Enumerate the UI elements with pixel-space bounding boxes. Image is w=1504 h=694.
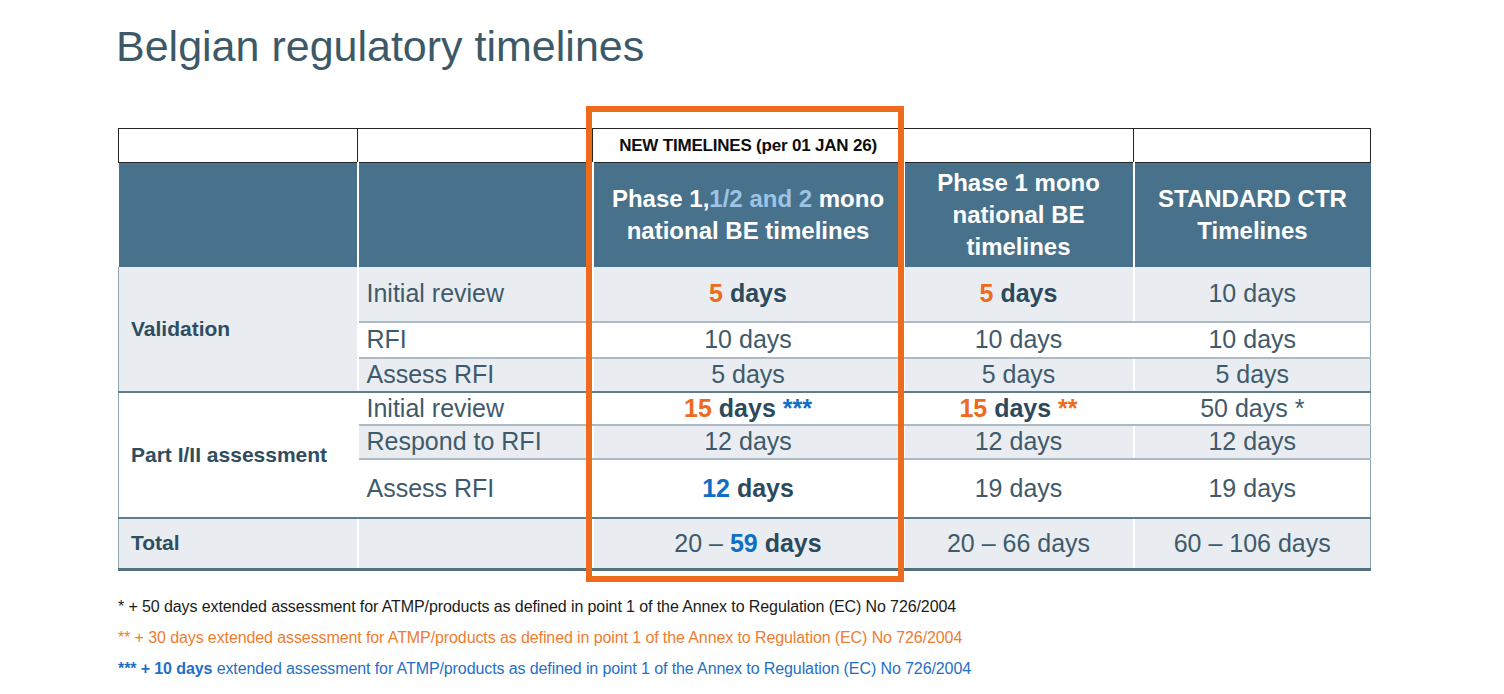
footnote-text: * + 50 days extended assessment for ATMP… xyxy=(118,598,956,615)
cell-mono-initial-review-2: 15 days ** xyxy=(904,392,1134,425)
header-row: Phase 1,1/2 and 2 mono national BE timel… xyxy=(119,163,1371,267)
cell-new12-respond-rfi: 12 days xyxy=(593,425,904,459)
cell-ctr-assess-rfi: 5 days xyxy=(1134,358,1371,392)
banner-empty-cell xyxy=(904,129,1134,163)
banner-empty-cell xyxy=(119,129,358,163)
cell-mono-total: 20 – 66 days xyxy=(904,518,1134,570)
column-header-phase-1-12-2: Phase 1,1/2 and 2 mono national BE timel… xyxy=(593,163,904,267)
column-header-standard-ctr: STANDARD CTR Timelines xyxy=(1134,163,1371,267)
cell-mono-initial-review: 5 days xyxy=(904,267,1134,322)
value-unit: days xyxy=(993,279,1057,307)
value-unit: days xyxy=(712,394,783,422)
cell-ctr-total: 60 – 106 days xyxy=(1134,518,1371,570)
cell-ctr-initial-review: 10 days xyxy=(1134,267,1371,322)
banner-empty-cell xyxy=(358,129,593,163)
row-label-initial-review-2: Initial review xyxy=(358,392,593,425)
cell-ctr-assess-rfi-2: 19 days xyxy=(1134,459,1371,518)
cell-ctr-initial-review-2: 50 days * xyxy=(1134,392,1371,425)
footnote-text: extended assessment for ATMP/products as… xyxy=(212,660,971,677)
row-label-assess-rfi: Assess RFI xyxy=(358,358,593,392)
cell-mono-rfi: 10 days xyxy=(904,322,1134,358)
cell-new12-initial-review: 5 days xyxy=(593,267,904,322)
page-title: Belgian regulatory timelines xyxy=(116,22,644,71)
row-label-total: Total xyxy=(119,518,358,570)
cell-mono-respond-rfi: 12 days xyxy=(904,425,1134,459)
value-number: 15 xyxy=(959,394,987,422)
value-unit: days xyxy=(758,529,822,557)
asterisks-blue: *** xyxy=(783,394,812,422)
footnote-1: * + 50 days extended assessment for ATMP… xyxy=(118,597,971,616)
table-row: Validation Initial review 5 days 5 days … xyxy=(119,267,1371,322)
row-label-respond-to-rfi: Respond to RFI xyxy=(358,425,593,459)
value-range: 20 – xyxy=(674,529,730,557)
cell-new12-assess-rfi-2: 12 days xyxy=(593,459,904,518)
cell-mono-assess-rfi-2: 19 days xyxy=(904,459,1134,518)
column-header-phase-1-mono: Phase 1 mono national BE timelines xyxy=(904,163,1134,267)
cell-new12-rfi: 10 days xyxy=(593,322,904,358)
header-empty-cell xyxy=(358,163,593,267)
cell-ctr-rfi: 10 days xyxy=(1134,322,1371,358)
total-empty-cell xyxy=(358,518,593,570)
slide: Belgian regulatory timelines NEW TIMELIN… xyxy=(0,0,1504,694)
cell-new12-assess-rfi: 5 days xyxy=(593,358,904,392)
row-label-initial-review: Initial review xyxy=(358,267,593,322)
asterisks-orange: ** xyxy=(1058,394,1077,422)
header-text-part: Phase 1, xyxy=(612,185,709,212)
cell-ctr-respond-rfi: 12 days xyxy=(1134,425,1371,459)
row-group-part-i-ii-assessment: Part I/II assessment xyxy=(119,392,358,518)
total-row: Total 20 – 59 days 20 – 66 days 60 – 106… xyxy=(119,518,1371,570)
value-number: 12 xyxy=(702,474,730,502)
value-unit: days xyxy=(730,474,794,502)
row-label-rfi: RFI xyxy=(358,322,593,358)
timelines-table: NEW TIMELINES (per 01 JAN 26) Phase 1,1/… xyxy=(118,128,1371,571)
footnote-prefix: *** + 10 days xyxy=(118,660,212,677)
row-label-assess-rfi-2: Assess RFI xyxy=(358,459,593,518)
cell-new12-initial-review-2: 15 days *** xyxy=(593,392,904,425)
header-text-part-lightblue: 1/2 and 2 xyxy=(709,185,812,212)
banner-row: NEW TIMELINES (per 01 JAN 26) xyxy=(119,129,1371,163)
value-number: 5 xyxy=(980,279,994,307)
row-group-validation: Validation xyxy=(119,267,358,392)
footnote-2: ** + 30 days extended assessment for ATM… xyxy=(118,628,971,647)
banner-empty-cell xyxy=(1134,129,1371,163)
footnote-3: *** + 10 days extended assessment for AT… xyxy=(118,659,971,678)
footnotes: * + 50 days extended assessment for ATMP… xyxy=(118,597,971,690)
footnote-text: ** + 30 days extended assessment for ATM… xyxy=(118,629,962,646)
cell-new12-total: 20 – 59 days xyxy=(593,518,904,570)
regulatory-timelines-table: NEW TIMELINES (per 01 JAN 26) Phase 1,1/… xyxy=(118,128,1370,571)
value-number: 15 xyxy=(684,394,712,422)
value-number: 5 xyxy=(709,279,723,307)
value-unit: days xyxy=(987,394,1058,422)
cell-mono-assess-rfi: 5 days xyxy=(904,358,1134,392)
table-row: Part I/II assessment Initial review 15 d… xyxy=(119,392,1371,425)
value-unit: days xyxy=(723,279,787,307)
header-empty-cell xyxy=(119,163,358,267)
value-number: 59 xyxy=(730,529,758,557)
new-timelines-banner: NEW TIMELINES (per 01 JAN 26) xyxy=(593,129,904,163)
